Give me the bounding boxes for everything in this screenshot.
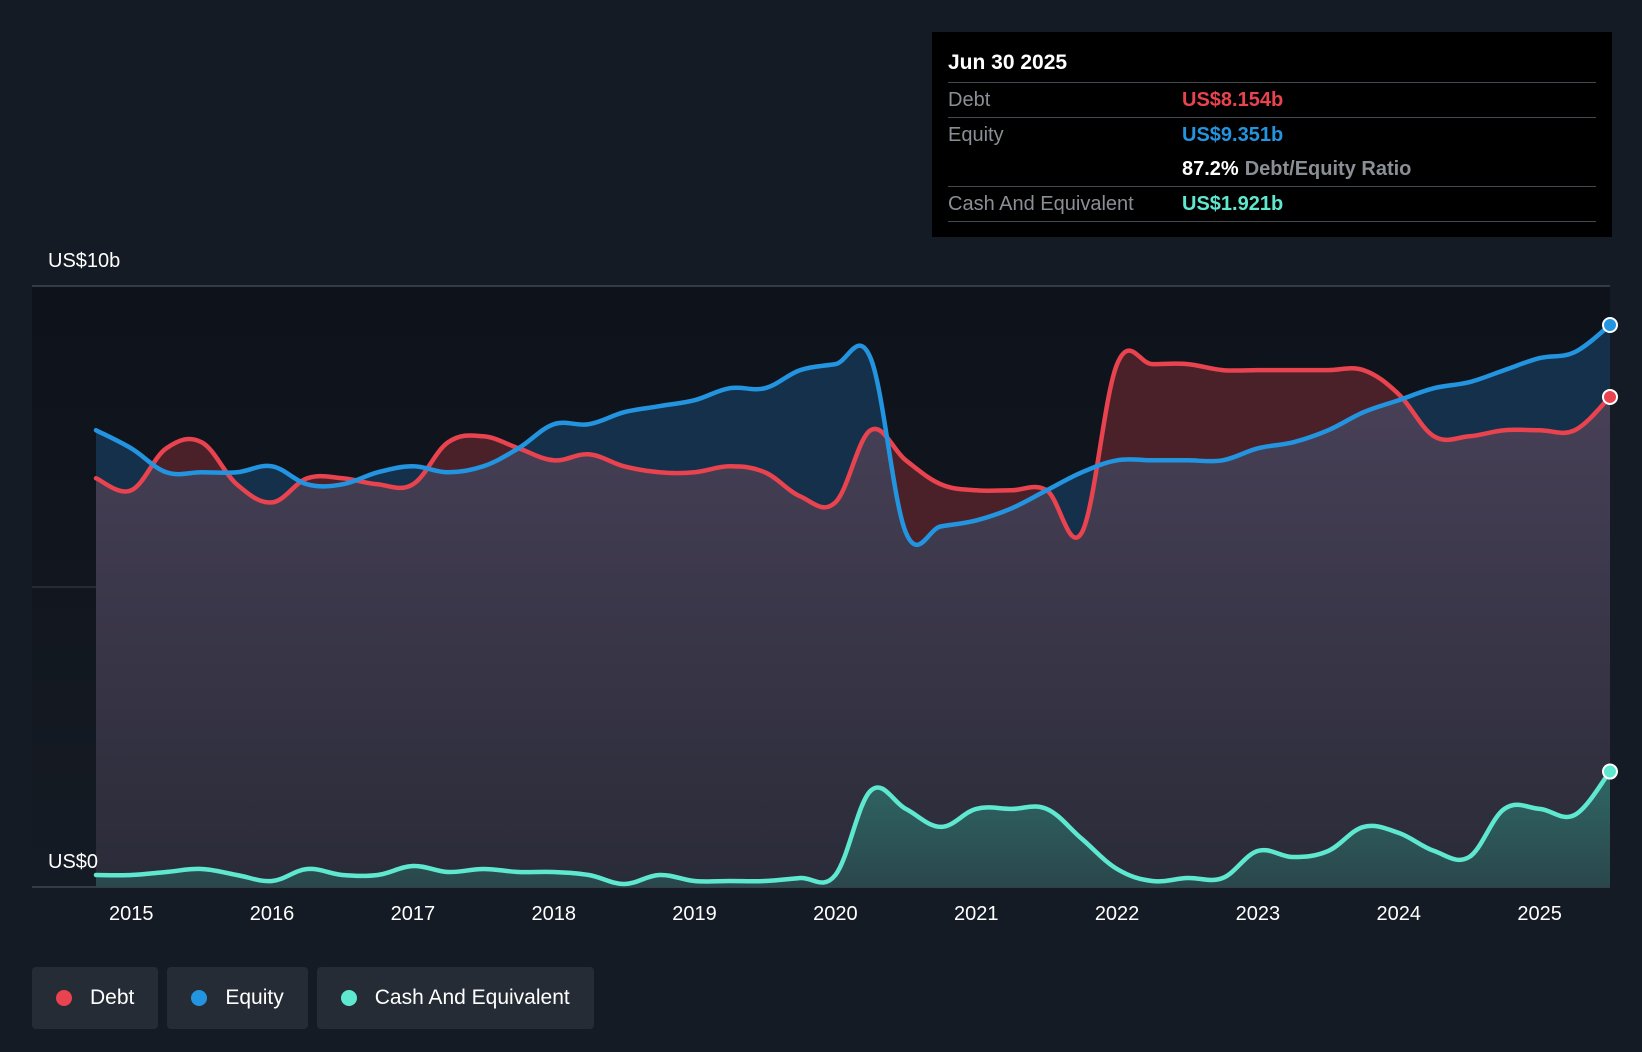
tooltip-ratio-row: 87.2% Debt/Equity Ratio: [948, 152, 1596, 187]
tooltip-ratio-value: 87.2%: [1182, 158, 1239, 180]
tooltip-debt-row: Debt US$8.154b: [948, 83, 1596, 118]
tooltip-equity-value: US$9.351b: [1182, 124, 1284, 146]
y-axis-bottom-label: US$0: [48, 851, 99, 873]
data-tooltip: Jun 30 2025 Debt US$8.154b Equity US$9.3…: [932, 32, 1612, 237]
x-tick-label: 2018: [531, 903, 576, 925]
tooltip-equity-row: Equity US$9.351b: [948, 118, 1596, 152]
chart-legend: Debt Equity Cash And Equivalent: [32, 967, 594, 1029]
x-tick-label: 2024: [1376, 903, 1421, 925]
cash-line: [93, 769, 1613, 887]
equity-end-dot: [1602, 317, 1618, 334]
cash-area: [96, 771, 1610, 887]
legend-dot-equity: [191, 990, 208, 1006]
tooltip-debt-label: Debt: [948, 89, 991, 111]
legend-label-cash: Cash And Equivalent: [374, 986, 570, 1009]
tooltip-ratio-spacer: [948, 152, 1182, 186]
legend-label-equity: Equity: [225, 986, 284, 1009]
legend-dot-cash: [340, 990, 357, 1006]
legend-item-cash[interactable]: Cash And Equivalent: [316, 967, 594, 1029]
series-lines: [93, 322, 1613, 887]
x-tick-label: 2023: [1236, 903, 1281, 925]
legend-dot-debt: [56, 990, 72, 1006]
tooltip-cash-label: Cash And Equivalent: [948, 193, 1134, 215]
x-tick-label: 2025: [1517, 903, 1562, 925]
tooltip-equity-label: Equity: [948, 124, 1004, 146]
tooltip-debt-value: US$8.154b: [1182, 89, 1284, 111]
tooltip-cash-row: Cash And Equivalent US$1.921b: [948, 187, 1596, 222]
equity-line: [93, 322, 1613, 548]
y-axis-top-label: US$10b: [48, 250, 121, 272]
legend-item-debt[interactable]: Debt: [32, 967, 159, 1029]
end-markers: [1602, 317, 1618, 780]
debt-end-dot: [1602, 388, 1618, 405]
legend-label-debt: Debt: [90, 986, 135, 1009]
tooltip-ratio-label: Debt/Equity Ratio: [1244, 158, 1412, 180]
x-tick-label: 2021: [954, 903, 999, 925]
cash-end-dot: [1602, 763, 1618, 780]
tooltip-date: Jun 30 2025: [948, 46, 1596, 83]
tooltip-cash-value: US$1.921b: [1182, 193, 1284, 215]
x-tick-label: 2016: [250, 903, 295, 925]
x-axis-ticks: 2015 2016 2017 2018 2019 2020 2021 2022 2023 2024…: [109, 903, 1562, 925]
legend-item-equity[interactable]: Equity: [167, 967, 308, 1029]
x-tick-label: 2017: [391, 903, 436, 925]
x-tick-label: 2019: [672, 903, 717, 925]
x-tick-label: 2022: [1095, 903, 1140, 925]
debt-area: [96, 350, 1610, 888]
x-tick-label: 2020: [813, 903, 858, 925]
x-tick-label: 2015: [109, 903, 154, 925]
